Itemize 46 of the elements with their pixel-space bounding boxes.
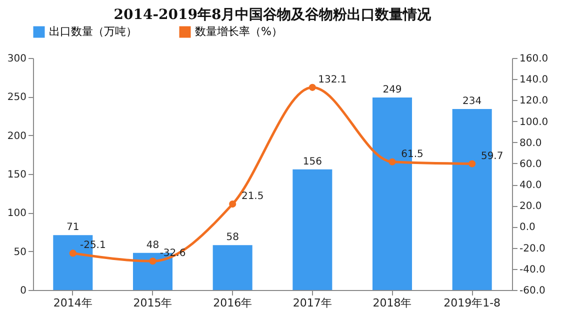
y2-tick-label: 40.0 xyxy=(520,180,542,192)
point xyxy=(468,160,476,168)
x-tick-label: 2014年 xyxy=(53,296,92,310)
bar xyxy=(292,169,332,290)
y2-tick-label: 20.0 xyxy=(520,201,542,212)
y-tick-label: 250 xyxy=(7,92,26,104)
data-label: 48 xyxy=(146,240,160,251)
point xyxy=(149,258,156,265)
y-tick-label: 100 xyxy=(7,208,26,220)
y-tick-label: 50 xyxy=(14,246,26,258)
legend-label: 出口数量（万吨） xyxy=(49,25,137,38)
y2-tick-label: -40.0 xyxy=(520,264,546,276)
y2-tick-label: 160.0 xyxy=(520,54,548,64)
bar xyxy=(212,245,252,290)
x-tick-label: 2018年 xyxy=(372,296,412,310)
data-label: 58 xyxy=(226,232,239,244)
chart-title: 2014-2019年8月中国谷物及谷物粉出口数量情况 xyxy=(114,7,432,23)
data-label: 21.5 xyxy=(241,191,264,202)
y-tick-label: 300 xyxy=(7,54,26,64)
point xyxy=(388,158,396,166)
x-tick-label: 2015年 xyxy=(133,296,172,310)
y-tick-label: 0 xyxy=(20,286,26,296)
legend-label: 数量增长率（%） xyxy=(195,25,282,38)
y2-tick-label: -20.0 xyxy=(520,243,546,254)
y2-tick-label: 60.0 xyxy=(520,158,542,170)
data-label: 71 xyxy=(66,222,80,234)
y2-tick-label: 0.0 xyxy=(520,222,536,234)
data-label: 249 xyxy=(382,84,402,96)
x-tick-label: 2016年 xyxy=(213,296,252,310)
point xyxy=(308,84,316,91)
data-label: -32.6 xyxy=(160,248,186,260)
data-label: 132.1 xyxy=(318,74,347,86)
y-tick-label: 150 xyxy=(7,170,26,180)
y2-tick-label: 120.0 xyxy=(520,96,548,107)
data-label: 156 xyxy=(302,156,322,168)
y2-tick-label: 80.0 xyxy=(520,138,542,149)
x-tick-label: 2017年 xyxy=(292,296,332,310)
point xyxy=(229,200,236,208)
point xyxy=(69,250,76,257)
y2-tick-label: 140.0 xyxy=(520,74,548,86)
data-label: 61.5 xyxy=(401,148,424,160)
data-label: 234 xyxy=(462,96,482,108)
y-tick-label: 200 xyxy=(7,130,26,142)
x-tick-label: 2019年1-8 xyxy=(444,296,501,310)
y2-tick-label: 100.0 xyxy=(520,116,548,128)
y2-tick-label: -60.0 xyxy=(520,286,546,296)
